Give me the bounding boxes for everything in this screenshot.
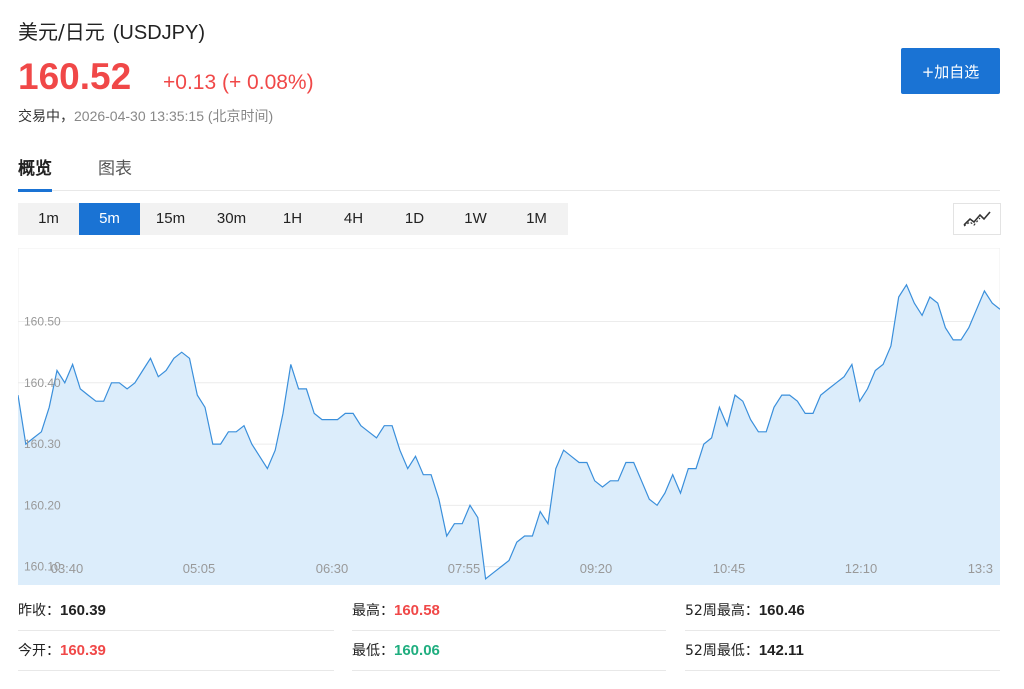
stat-high: 最高：160.58 [352, 592, 666, 631]
stat-prev-close: 昨收：160.39 [18, 592, 334, 631]
x-axis: 03:40 05:05 06:30 07:55 09:20 10:45 12:10 13:3 [51, 561, 993, 576]
x-tick-label: 05:05 [183, 561, 216, 576]
stat-label: 52周最高： [685, 603, 759, 619]
y-axis: 160.50 160.40 160.30 160.20 160.10 [24, 315, 61, 574]
add-watchlist-button[interactable]: +加自选 [901, 48, 1000, 94]
stat-label: 最低： [352, 643, 394, 659]
stat-value: 142.11 [758, 642, 804, 659]
price-chart: 160.50 160.40 160.30 160.20 160.10 03:40 05:0… [18, 248, 1000, 585]
stat-label: 今开： [18, 643, 60, 659]
status-label: 交易中， [18, 109, 74, 125]
x-tick-label: 13:3 [968, 561, 993, 576]
status-timestamp: 2026-04-30 13:35:15 (北京时间) [74, 108, 274, 124]
price-change: +0.13 (+ 0.08%) [163, 71, 314, 94]
x-tick-label: 09:20 [580, 561, 613, 576]
period-1d[interactable]: 1D [404, 210, 425, 227]
instrument-code: (USDJPY) [112, 22, 205, 44]
y-tick-label: 160.40 [24, 376, 61, 390]
period-selector: 1m 5m 15m 30m 1H 4H 1D 1W 1M [18, 203, 568, 235]
tab-chart[interactable]: 图表 [98, 159, 132, 179]
stat-label: 昨收： [18, 603, 60, 619]
chart-type-button[interactable] [953, 203, 1001, 235]
period-1mo[interactable]: 1M [526, 210, 547, 227]
trading-status: 交易中，2026-04-30 13:35:15 (北京时间) [18, 106, 273, 126]
stat-value: 160.58 [394, 602, 440, 619]
x-tick-label: 03:40 [51, 561, 84, 576]
stat-value: 160.06 [394, 642, 440, 659]
stat-52w-high: 52周最高：160.46 [685, 592, 1000, 631]
stat-open: 今开：160.39 [18, 632, 334, 671]
y-tick-label: 160.20 [24, 498, 61, 512]
x-tick-label: 07:55 [448, 561, 481, 576]
period-1w[interactable]: 1W [464, 210, 487, 227]
period-30m[interactable]: 30m [216, 210, 247, 227]
period-4h[interactable]: 4H [343, 210, 364, 227]
stat-value: 160.46 [758, 602, 805, 619]
x-tick-label: 10:45 [713, 561, 746, 576]
period-5m[interactable]: 5m [79, 203, 140, 235]
tab-overview[interactable]: 概览 [18, 154, 52, 192]
tab-bar: 概览 图表 [18, 146, 1000, 192]
y-tick-label: 160.30 [24, 437, 61, 451]
price-line [18, 283, 1000, 581]
instrument-name: 美元/日元 [18, 20, 105, 44]
y-tick-label: 160.10 [24, 560, 61, 574]
line-chart-icon [963, 211, 991, 227]
stat-value: 160.39 [60, 602, 106, 619]
stat-52w-low: 52周最低：142.11 [685, 632, 1000, 671]
last-price: 160.52 [18, 56, 132, 97]
price-area [18, 284, 1000, 585]
period-1m[interactable]: 1m [38, 210, 59, 227]
stat-label: 最高： [352, 603, 394, 619]
stat-label: 52周最低： [685, 643, 759, 659]
stat-low: 最低：160.06 [352, 632, 666, 671]
period-1h[interactable]: 1H [282, 210, 303, 227]
y-tick-label: 160.50 [24, 315, 61, 329]
period-15m[interactable]: 15m [155, 210, 186, 227]
x-tick-label: 06:30 [316, 561, 349, 576]
x-tick-label: 12:10 [845, 561, 878, 576]
instrument-title: 美元/日元 (USDJPY) [18, 16, 205, 45]
stat-value: 160.39 [60, 642, 106, 659]
